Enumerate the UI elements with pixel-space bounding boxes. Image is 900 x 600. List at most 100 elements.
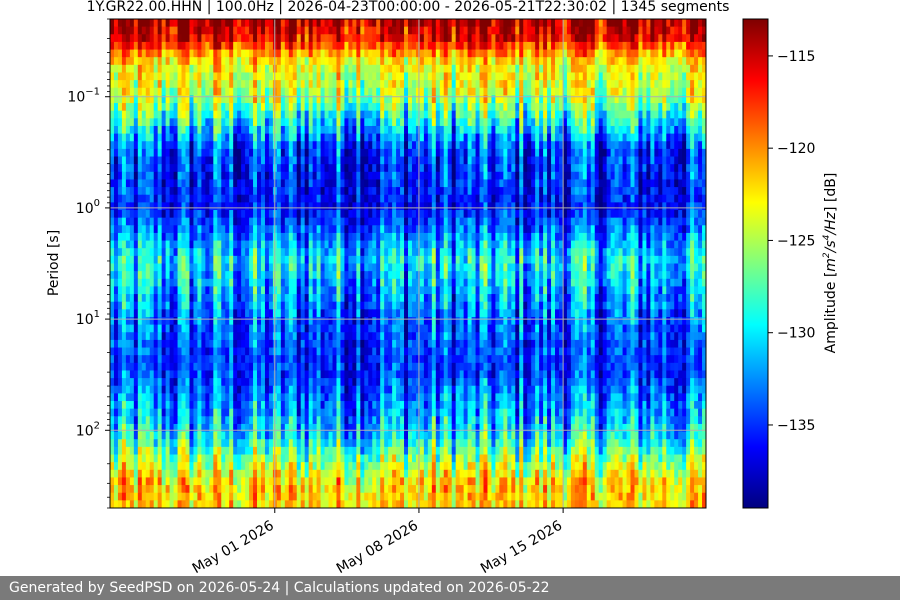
heatmap-cell (117, 103, 123, 112)
heatmap-cell (205, 187, 210, 196)
heatmap-cell (110, 125, 115, 135)
heatmap-cell (606, 148, 612, 158)
heatmap-cell (404, 26, 409, 35)
heatmap-cell (531, 240, 536, 249)
heatmap-cell (149, 72, 155, 81)
heatmap-cell (145, 72, 151, 81)
heatmap-cell (213, 179, 218, 188)
heatmap-cell (487, 263, 493, 272)
heatmap-cell (332, 19, 338, 28)
heatmap-cell (396, 125, 401, 135)
heatmap-cell (304, 95, 310, 104)
heatmap-cell (555, 64, 560, 74)
heatmap-cell (245, 72, 250, 81)
heatmap-cell (372, 148, 377, 158)
heatmap-cell (268, 164, 274, 173)
heatmap-cell (674, 19, 679, 28)
heatmap-cell (396, 202, 401, 211)
heatmap-cell (360, 87, 365, 97)
heatmap-cell (670, 217, 675, 226)
heatmap-cell (582, 34, 588, 43)
heatmap-cell (491, 255, 497, 265)
heatmap-cell (320, 194, 326, 203)
heatmap-cell (435, 164, 441, 173)
heatmap-cell (602, 194, 608, 203)
heatmap-cell (217, 49, 222, 58)
heatmap-cell (145, 263, 151, 272)
heatmap-cell (654, 87, 659, 97)
heatmap-cell (189, 141, 195, 150)
heatmap-cell (113, 187, 119, 196)
heatmap-cell (233, 19, 238, 28)
heatmap-cell (149, 164, 155, 173)
heatmap-cell (503, 240, 508, 249)
heatmap-cell (475, 148, 481, 158)
heatmap-cell (280, 263, 286, 272)
heatmap-cell (364, 103, 369, 112)
heatmap-cell (388, 202, 393, 211)
heatmap-cell (495, 141, 500, 150)
heatmap-cell (217, 202, 222, 211)
heatmap-cell (487, 255, 493, 265)
heatmap-cell (566, 80, 572, 89)
heatmap-cell (280, 57, 286, 66)
heatmap-cell (197, 255, 202, 265)
heatmap-cell (475, 248, 481, 257)
heatmap-cell (284, 148, 290, 158)
heatmap-cell (634, 125, 640, 135)
heatmap-cell (427, 41, 433, 51)
heatmap-cell (408, 80, 413, 89)
heatmap-cell (495, 255, 500, 265)
heatmap-cell (372, 202, 377, 211)
heatmap-cell (364, 263, 369, 272)
heatmap-cell (209, 19, 214, 28)
heatmap-cell (129, 202, 135, 211)
heatmap-cell (392, 49, 397, 58)
heatmap-cell (121, 225, 127, 234)
heatmap-cell (443, 171, 449, 181)
heatmap-cell (113, 133, 119, 142)
heatmap-cell (694, 41, 699, 51)
heatmap-cell (622, 72, 628, 81)
heatmap-cell (348, 72, 353, 81)
heatmap-cell (650, 148, 655, 158)
heatmap-cell (475, 194, 481, 203)
heatmap-cell (439, 125, 445, 135)
heatmap-cell (400, 187, 405, 196)
heatmap-cell (308, 19, 314, 28)
heatmap-cell (221, 210, 226, 219)
heatmap-cell (292, 210, 298, 219)
heatmap-cell (658, 187, 663, 196)
heatmap-cell (435, 125, 441, 135)
heatmap-cell (380, 72, 385, 81)
heatmap-cell (257, 187, 262, 196)
heatmap-cell (149, 26, 155, 35)
heatmap-cell (177, 41, 183, 51)
heatmap-cell (682, 164, 687, 173)
heatmap-cell (682, 156, 687, 165)
heatmap-cell (125, 164, 131, 173)
heatmap-cell (670, 248, 675, 257)
heatmap-cell (511, 95, 516, 104)
heatmap-cell (348, 210, 353, 219)
heatmap-cell (682, 263, 687, 272)
heatmap-cell (495, 80, 500, 89)
heatmap-cell (344, 80, 349, 89)
heatmap-cell (523, 202, 528, 211)
heatmap-cell (121, 64, 127, 74)
heatmap-cell (511, 26, 516, 35)
heatmap-cell (213, 171, 218, 181)
heatmap-cell (141, 95, 147, 104)
heatmap-cell (280, 148, 286, 158)
heatmap-cell (682, 255, 687, 265)
heatmap-cell (654, 133, 659, 142)
heatmap-cell (268, 156, 274, 165)
heatmap-cell (642, 41, 647, 51)
heatmap-cell (674, 80, 679, 89)
heatmap-cell (368, 210, 373, 219)
heatmap-cell (368, 103, 373, 112)
heatmap-cell (380, 179, 385, 188)
heatmap-cell (610, 187, 616, 196)
heatmap-cell (292, 80, 298, 89)
heatmap-cell (570, 156, 576, 165)
